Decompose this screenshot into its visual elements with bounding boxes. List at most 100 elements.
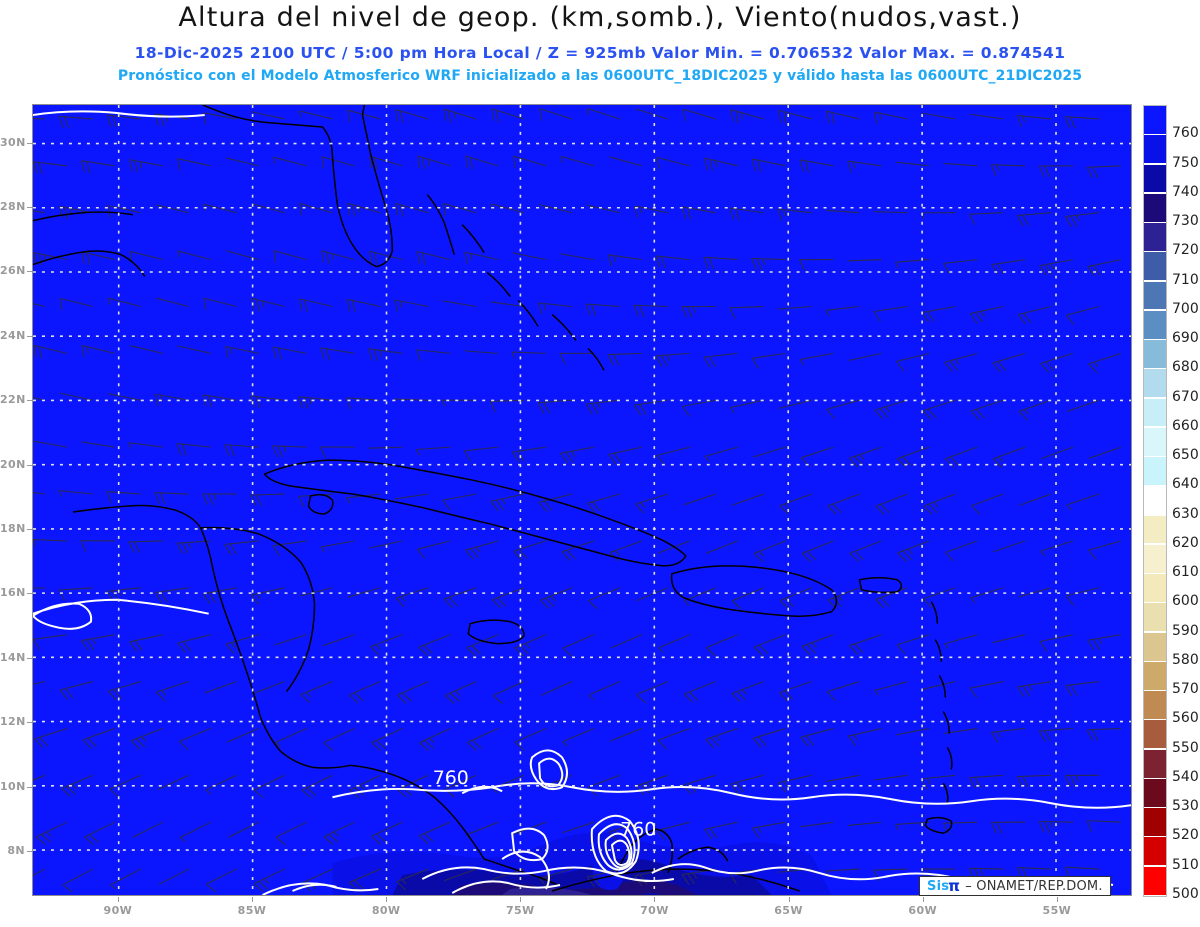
wind-barb <box>826 681 860 701</box>
lat-tick-label: 12N <box>0 715 26 729</box>
contour-line <box>33 598 209 615</box>
wind-barb <box>253 774 285 799</box>
lat-tick-mark <box>27 464 32 466</box>
colorbar-tick-label: 660 <box>1172 417 1199 434</box>
wind-barb <box>944 446 978 468</box>
wind-barb <box>943 162 978 167</box>
wind-barb <box>464 251 499 265</box>
wind-barb <box>368 250 403 265</box>
wind-barb <box>1064 680 1100 697</box>
logo-brand-text: Sis <box>927 878 950 894</box>
wind-barb <box>371 821 403 845</box>
wind-barb <box>512 252 547 261</box>
wind-barb <box>779 681 812 702</box>
colorbar-tick-label: 540 <box>1172 768 1199 785</box>
lon-tick-mark <box>788 897 790 902</box>
wind-barb <box>130 727 163 750</box>
wind-barb <box>561 540 595 562</box>
colorbar-cell <box>1144 661 1166 690</box>
coastline <box>930 601 939 624</box>
colorbar[interactable] <box>1143 105 1167 897</box>
lat-tick-label: 24N <box>0 328 26 342</box>
wind-barb <box>177 250 211 261</box>
wind-barb <box>275 821 307 846</box>
wind-barb <box>128 159 163 173</box>
wind-barb <box>681 399 716 417</box>
lat-tick-label: 8N <box>7 843 25 857</box>
wind-barb <box>155 297 189 308</box>
wind-barb <box>922 681 956 690</box>
wind-barb <box>895 259 930 269</box>
wind-barb <box>204 681 237 694</box>
wind-barb <box>33 681 46 690</box>
wind-barb <box>991 727 1026 743</box>
map-plot-area[interactable]: 760 760 <box>32 104 1132 896</box>
colorbar-tick-label: 600 <box>1172 593 1199 610</box>
wind-barb <box>897 540 930 562</box>
wind-barb <box>875 587 908 609</box>
wind-barb <box>825 209 860 214</box>
wind-barb <box>992 540 1026 553</box>
wind-barb <box>59 297 94 311</box>
wind-barb <box>370 634 403 656</box>
wind-barb <box>923 493 956 515</box>
lon-tick-mark <box>386 897 388 902</box>
colorbar-tick-label: 650 <box>1172 447 1199 464</box>
wind-barb <box>753 540 786 563</box>
wind-barb <box>992 352 1026 373</box>
wind-barb <box>849 540 882 563</box>
wind-barb <box>298 110 333 120</box>
wind-barb <box>252 681 285 695</box>
wind-barb <box>607 254 642 267</box>
wind-barb <box>129 345 163 354</box>
wind-barb <box>684 587 716 606</box>
wind-barb <box>490 301 525 308</box>
wind-barb <box>827 493 860 515</box>
wind-barb <box>873 305 908 322</box>
lon-tick-label: 90W <box>103 904 133 917</box>
wind-barb <box>848 634 882 655</box>
wind-barb <box>992 446 1026 468</box>
wind-barb <box>1086 727 1122 741</box>
wind-barb <box>873 774 908 781</box>
wind-barb <box>537 399 573 414</box>
contour-line <box>33 110 205 118</box>
wind-barb <box>321 156 355 169</box>
wind-barb <box>633 304 668 317</box>
wind-barb <box>922 399 956 420</box>
wind-barb <box>301 774 333 799</box>
contour-line <box>610 839 631 866</box>
map-background <box>33 105 1131 895</box>
contour-line <box>590 814 640 875</box>
coastline <box>72 504 351 769</box>
wind-barb <box>705 634 738 657</box>
wind-barb <box>33 440 68 448</box>
colorbar-tick-label: 690 <box>1172 330 1199 347</box>
wind-barb <box>610 634 643 649</box>
wind-barb <box>540 681 573 696</box>
wind-barb <box>872 868 908 882</box>
wind-barb <box>81 344 115 358</box>
lat-tick-label: 28N <box>0 200 26 214</box>
wind-barb <box>415 446 451 456</box>
colorbar-tick-label: 710 <box>1172 271 1199 288</box>
wind-barb <box>588 681 621 700</box>
coastline <box>934 639 943 662</box>
wind-barb <box>896 634 930 655</box>
colorbar-cell <box>1144 866 1166 895</box>
lat-tick-mark <box>27 400 32 402</box>
wind-barb <box>62 868 94 893</box>
wind-barb <box>107 393 141 401</box>
wind-barb <box>826 399 860 419</box>
wind-barb <box>33 634 68 650</box>
wind-barb <box>1064 116 1100 129</box>
lon-tick-label: 75W <box>505 904 535 917</box>
wind-barb <box>922 587 956 608</box>
colorbar-cell <box>1144 457 1166 485</box>
colorbar-tick-label: 530 <box>1172 798 1199 815</box>
wind-barb <box>110 868 142 890</box>
colorbar-cell <box>1144 808 1166 837</box>
wind-barb <box>348 868 381 891</box>
colorbar-tick-label: 510 <box>1172 856 1199 873</box>
wind-barb <box>250 587 285 605</box>
